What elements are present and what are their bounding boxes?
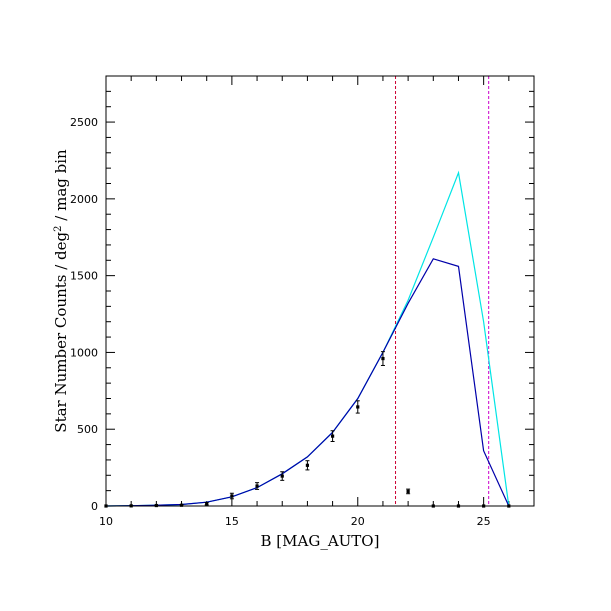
data-point	[280, 474, 284, 478]
series-line-1	[105, 258, 510, 507]
data-point	[305, 463, 310, 467]
data-point	[230, 494, 234, 498]
y-tick-label: 0	[91, 500, 98, 513]
data-point	[381, 356, 385, 361]
tick-labels: 10 15 20 25 0 500 1000 1500 2000 2500	[70, 116, 491, 528]
y-axis-title-main: Star Number Counts / deg	[52, 231, 70, 432]
data-point	[330, 434, 335, 438]
axis-ticks	[105, 75, 535, 507]
plot-frame	[105, 75, 535, 507]
x-tick-label: 20	[351, 515, 365, 528]
y-tick-label: 500	[77, 423, 98, 436]
x-tick-label: 25	[477, 515, 491, 528]
data-points	[104, 351, 511, 508]
data-point	[406, 489, 410, 494]
x-tick-label: 10	[99, 515, 113, 528]
y-axis-title-superscript: 2	[53, 225, 64, 231]
y-axis-title-tail: / mag bin	[52, 149, 70, 226]
threshold-lines	[395, 76, 490, 506]
y-tick-label: 2000	[70, 193, 98, 206]
data-point	[205, 502, 209, 506]
data-point	[255, 484, 259, 488]
data-point	[356, 405, 360, 409]
y-tick-label: 2500	[70, 116, 98, 129]
y-tick-label: 1500	[70, 270, 98, 283]
y-tick-label: 1000	[70, 346, 98, 359]
x-tick-label: 15	[225, 515, 239, 528]
x-axis-title: B [MAG_AUTO]	[261, 532, 380, 550]
y-axis-title: Star Number Counts / deg2 / mag bin	[52, 149, 70, 433]
data-series	[105, 170, 510, 507]
data-point	[179, 503, 184, 507]
series-line-0	[105, 170, 510, 507]
